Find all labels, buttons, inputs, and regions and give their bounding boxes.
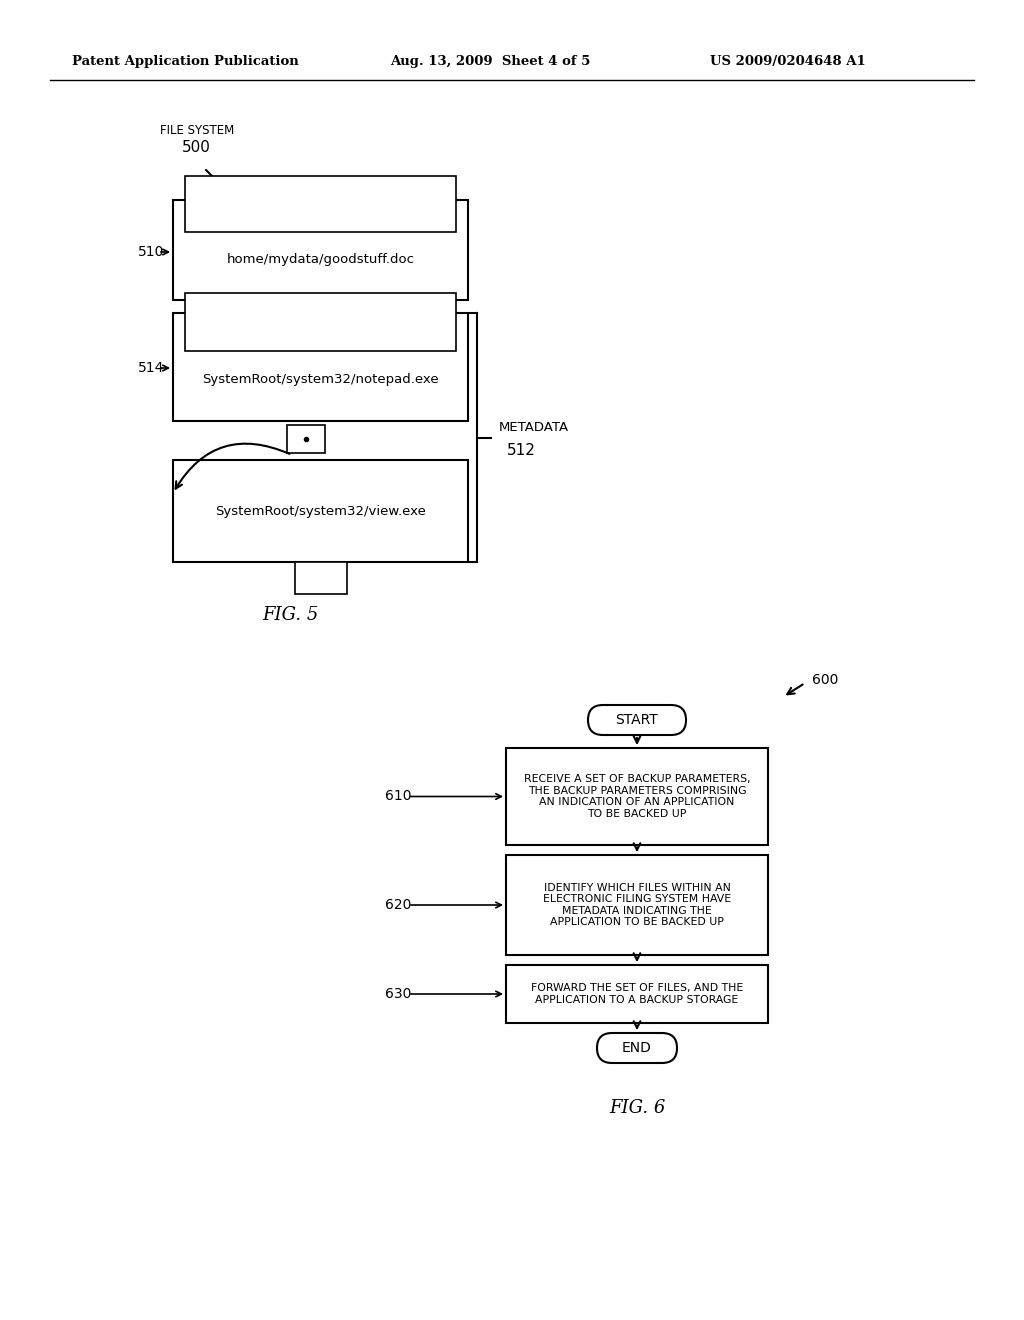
Text: Patent Application Publication: Patent Application Publication (72, 55, 299, 69)
Bar (506, 748, 768, 845)
Bar (173, 201, 468, 300)
Bar (506, 855, 768, 954)
Text: 620: 620 (385, 898, 412, 912)
FancyBboxPatch shape (597, 1034, 677, 1063)
Text: START: START (615, 713, 658, 727)
Text: 514: 514 (138, 360, 165, 375)
Bar (506, 965, 768, 1023)
Text: SystemRoot/system32/notepad.exe: SystemRoot/system32/notepad.exe (202, 374, 439, 387)
Text: FORWARD THE SET OF FILES, AND THE
APPLICATION TO A BACKUP STORAGE: FORWARD THE SET OF FILES, AND THE APPLIC… (530, 983, 743, 1005)
Bar (173, 313, 468, 421)
Text: 512: 512 (507, 444, 536, 458)
Bar (287, 425, 325, 453)
FancyBboxPatch shape (588, 705, 686, 735)
Text: 600: 600 (812, 673, 839, 686)
Text: 610: 610 (385, 789, 412, 804)
Text: SystemRoot/system32/view.exe: SystemRoot/system32/view.exe (215, 504, 426, 517)
Text: home/mydata/goodstuff.doc: home/mydata/goodstuff.doc (226, 253, 415, 267)
Text: 500: 500 (182, 140, 211, 156)
Text: US 2009/0204648 A1: US 2009/0204648 A1 (710, 55, 865, 69)
Bar (185, 176, 456, 232)
Text: METADATA: METADATA (499, 421, 569, 434)
Text: FILE: FILE (307, 211, 334, 224)
Text: FIG. 5: FIG. 5 (262, 606, 318, 624)
Text: 630: 630 (385, 987, 412, 1001)
Text: FIG. 6: FIG. 6 (609, 1100, 666, 1117)
Text: FIRST HISTORICAL IDENTIFIER: FIRST HISTORICAL IDENTIFIER (226, 325, 415, 338)
Bar (173, 459, 468, 562)
Text: IDENTIFY WHICH FILES WITHIN AN
ELECTRONIC FILING SYSTEM HAVE
METADATA INDICATING: IDENTIFY WHICH FILES WITHIN AN ELECTRONI… (543, 883, 731, 928)
Text: FILE SYSTEM: FILE SYSTEM (160, 124, 234, 136)
Bar (295, 562, 346, 594)
Bar (185, 293, 456, 351)
Text: END: END (622, 1041, 652, 1055)
Text: RECEIVE A SET OF BACKUP PARAMETERS,
THE BACKUP PARAMETERS COMPRISING
AN INDICATI: RECEIVE A SET OF BACKUP PARAMETERS, THE … (523, 774, 751, 818)
Text: 510: 510 (138, 246, 165, 259)
Text: Aug. 13, 2009  Sheet 4 of 5: Aug. 13, 2009 Sheet 4 of 5 (390, 55, 591, 69)
